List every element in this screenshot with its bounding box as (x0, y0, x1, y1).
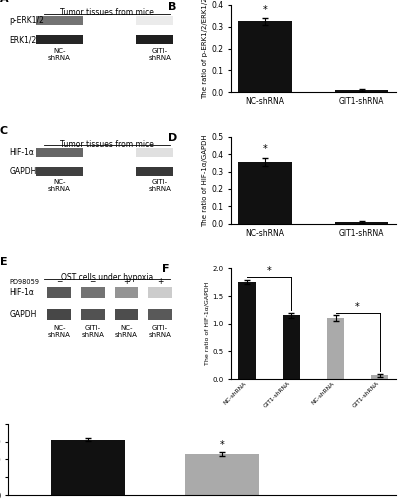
Bar (48, 310, 71, 320)
Y-axis label: The ratio of HIF-1α/GAPDH: The ratio of HIF-1α/GAPDH (202, 134, 208, 226)
Text: +: + (157, 277, 163, 286)
Text: −: − (90, 277, 96, 286)
Text: HIF-1α: HIF-1α (10, 148, 34, 157)
Text: NC-
shRNA: NC- shRNA (48, 48, 71, 60)
Text: F: F (162, 264, 169, 274)
Bar (136, 167, 184, 176)
Bar (136, 148, 184, 156)
Text: *: * (263, 4, 268, 15)
Bar (335, 222, 388, 224)
Bar (327, 318, 344, 379)
Bar (36, 148, 83, 156)
Bar (371, 376, 388, 379)
Text: C: C (0, 126, 8, 136)
Bar (48, 287, 71, 298)
Text: Tumor tissues from mice: Tumor tissues from mice (60, 8, 154, 18)
Bar (238, 22, 292, 92)
Bar (136, 36, 184, 44)
Text: GITI-
shRNA: GITI- shRNA (148, 180, 171, 192)
Text: A: A (0, 0, 8, 4)
Bar (114, 310, 138, 320)
Text: GITI-
shRNA: GITI- shRNA (81, 325, 104, 338)
Text: NC-
shRNA: NC- shRNA (48, 325, 71, 338)
Bar (36, 167, 83, 176)
Text: Tumor tissues from mice: Tumor tissues from mice (60, 140, 154, 149)
Bar (148, 310, 172, 320)
Text: E: E (0, 257, 7, 267)
Bar (282, 316, 300, 379)
Bar (81, 310, 104, 320)
Text: p-ERK1/2: p-ERK1/2 (10, 16, 44, 25)
Bar (185, 454, 259, 495)
Text: *: * (355, 302, 360, 312)
Text: +: + (123, 277, 130, 286)
Text: NC-
shRNA: NC- shRNA (48, 180, 71, 192)
Bar (136, 16, 184, 25)
Text: *: * (263, 144, 268, 154)
Text: −: − (56, 277, 62, 286)
Bar (36, 16, 83, 25)
Text: GITI-
shRNA: GITI- shRNA (148, 48, 171, 60)
Text: GAPDH: GAPDH (10, 167, 37, 176)
Text: B: B (168, 2, 176, 12)
Bar (36, 36, 83, 44)
Text: OST cells under hypoxia: OST cells under hypoxia (61, 272, 153, 281)
Text: HIF-1α: HIF-1α (10, 288, 34, 297)
Bar (238, 282, 256, 379)
Text: NC-
shRNA: NC- shRNA (115, 325, 138, 338)
Text: GAPDH: GAPDH (10, 310, 37, 320)
Bar (52, 440, 125, 495)
Bar (238, 162, 292, 224)
Text: ERK1/2: ERK1/2 (10, 36, 37, 44)
Text: *: * (267, 266, 272, 276)
Text: PD98059: PD98059 (10, 278, 40, 284)
Y-axis label: The ratio of HIF-1α/GAPDH: The ratio of HIF-1α/GAPDH (204, 282, 209, 366)
Text: *: * (220, 440, 224, 450)
Bar (81, 287, 104, 298)
Bar (335, 90, 388, 92)
Bar (114, 287, 138, 298)
Text: D: D (168, 133, 178, 143)
Text: GITI-
shRNA: GITI- shRNA (148, 325, 171, 338)
Y-axis label: The ratio of p-ERK1/2/ERK1/2: The ratio of p-ERK1/2/ERK1/2 (202, 0, 208, 100)
Bar (148, 287, 172, 298)
